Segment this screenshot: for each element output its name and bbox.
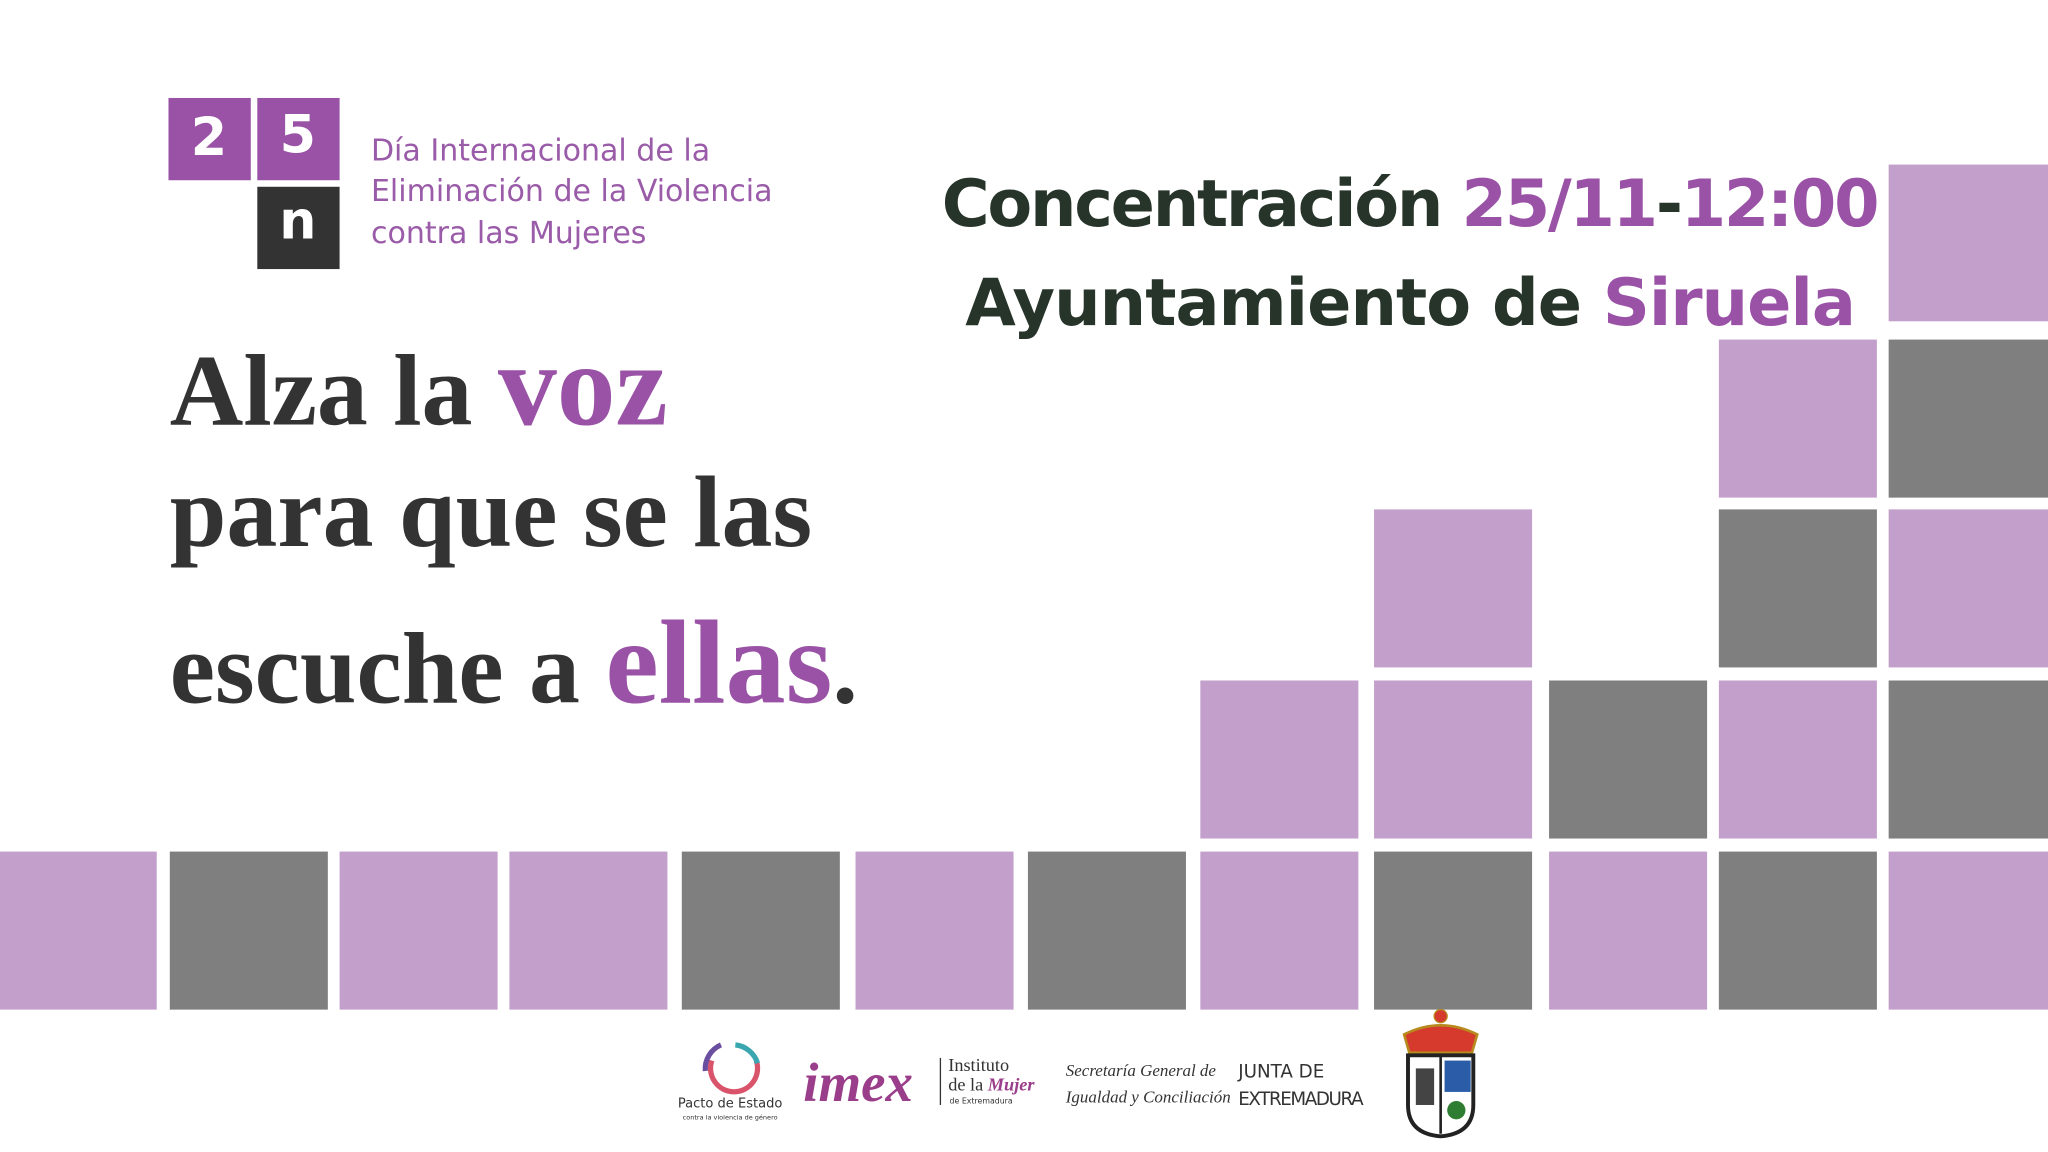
square	[1718, 509, 1877, 668]
pacto-icon	[734, 1042, 761, 1065]
secretaria-text: Igualdad y Conciliación	[1065, 1087, 1231, 1106]
event-town: Siruela	[1603, 265, 1856, 341]
headline: Alza la voz para que se las escuche a el…	[170, 320, 858, 728]
headline-line: para que se las	[170, 456, 812, 569]
square	[1718, 851, 1877, 1010]
square	[855, 851, 1014, 1010]
headline-text: escuche a	[170, 613, 606, 726]
pacto-text: contra la violencia de género	[683, 1113, 778, 1121]
square	[339, 851, 498, 1010]
square	[1027, 851, 1186, 1010]
logo-25n: 2 5 n Día Internacional de la Eliminació…	[168, 97, 773, 270]
logo-text: Día Internacional de la	[371, 134, 710, 169]
square	[1718, 680, 1877, 839]
event-time: 12:00	[1681, 166, 1880, 242]
event-place: Concentración	[942, 166, 1464, 242]
square	[1549, 680, 1708, 839]
imex-text: de la Mujer	[948, 1075, 1035, 1095]
event-sep: -	[1656, 166, 1683, 242]
square	[169, 851, 328, 1010]
square	[1549, 851, 1708, 1010]
square	[1374, 680, 1533, 839]
logo-text: contra las Mujeres	[371, 216, 647, 251]
imex-text: Mujer	[987, 1075, 1036, 1095]
square	[509, 851, 668, 1010]
logo-box	[257, 186, 340, 270]
imex-text: de la	[948, 1075, 988, 1095]
pacto-icon	[707, 1059, 761, 1095]
event-place: Ayuntamiento de	[965, 265, 1604, 341]
headline-text: .	[832, 613, 857, 726]
headline-text: Alza la	[170, 334, 498, 447]
event-date: 25/11	[1462, 166, 1659, 242]
square	[1718, 339, 1877, 498]
imex-text: Instituto	[948, 1055, 1009, 1075]
event-line: Concentración 25/11-12:00	[942, 166, 1880, 242]
event-line: Ayuntamiento de Siruela	[965, 265, 1856, 341]
logo-digit: 5	[280, 105, 316, 165]
headline-accent: ellas	[605, 596, 832, 729]
logo-box	[257, 97, 340, 181]
square	[1374, 851, 1533, 1010]
logo-digit: 2	[191, 108, 227, 168]
square	[1888, 680, 2048, 839]
logo-text: Eliminación de la Violencia	[371, 174, 773, 209]
headline-line: Alza la voz	[170, 320, 668, 450]
headline-accent: voz	[498, 320, 668, 450]
square	[0, 851, 157, 1010]
square	[1888, 164, 2048, 322]
imex-logo: imex	[803, 1052, 913, 1113]
junta-text: JUNTA DE	[1237, 1062, 1324, 1083]
square	[1888, 509, 2048, 668]
squares	[0, 164, 2048, 1010]
square	[1888, 339, 2048, 498]
square	[1374, 509, 1533, 668]
headline-line: escuche a ellas.	[170, 596, 858, 729]
footer-logos: Pacto de Estado contra la violencia de g…	[678, 1008, 1479, 1139]
square	[1200, 680, 1359, 839]
logo-box	[168, 97, 251, 181]
event: Concentración 25/11-12:00 Ayuntamiento d…	[942, 166, 1880, 341]
secretaria-text: Secretaría General de	[1066, 1061, 1217, 1080]
coat-of-arms	[1402, 1008, 1479, 1139]
pacto-text: Pacto de Estado	[678, 1097, 783, 1112]
square	[1888, 851, 2048, 1010]
pacto-icon	[702, 1042, 723, 1072]
square	[681, 851, 840, 1010]
junta-text: EXTREMADURA	[1238, 1089, 1364, 1110]
imex-text: de Extremadura	[950, 1097, 1013, 1106]
square	[1200, 851, 1359, 1010]
logo-digit: n	[279, 192, 316, 252]
